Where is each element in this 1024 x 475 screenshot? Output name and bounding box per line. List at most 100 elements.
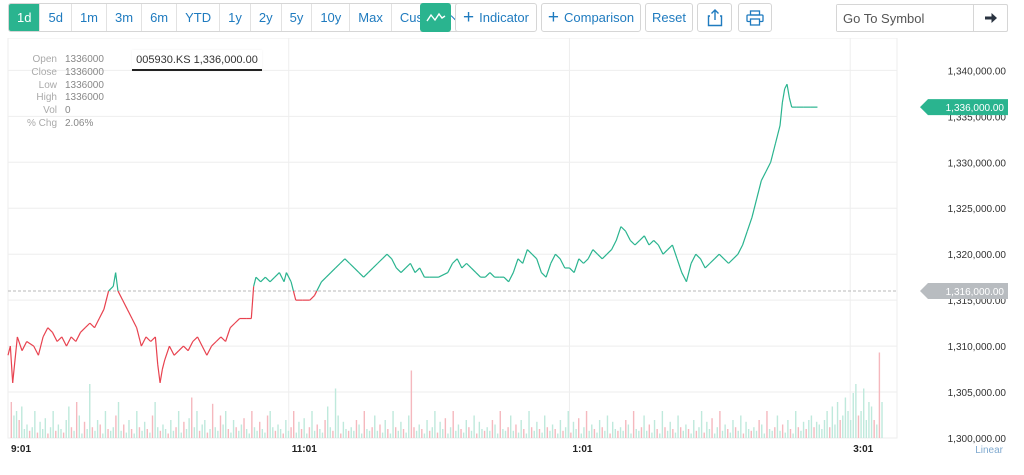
volume-bar xyxy=(852,393,854,438)
comparison-button[interactable]: + Comparison xyxy=(541,3,641,32)
volume-bar xyxy=(465,420,467,438)
volume-bar xyxy=(627,424,630,438)
range-max-button[interactable]: Max xyxy=(350,4,392,31)
volume-bar xyxy=(316,424,318,438)
volume-bar xyxy=(321,432,324,438)
range-5d-button[interactable]: 5d xyxy=(40,4,72,31)
volume-bar xyxy=(781,424,784,438)
volume-bar xyxy=(808,420,810,438)
volume-bar xyxy=(217,430,219,438)
volume-bar xyxy=(248,433,250,438)
volume-bar xyxy=(415,430,418,438)
price-chart-canvas[interactable]: 1,340,000.00 1,335,000.00 1,330,000.00 1,32… xyxy=(0,37,1024,475)
price-chart[interactable]: 1,340,000.00 1,335,000.00 1,330,000.00 1,32… xyxy=(0,37,1024,475)
volume-bar xyxy=(170,420,172,438)
volume-bar xyxy=(444,418,447,438)
volume-bar xyxy=(227,429,230,438)
volume-bar xyxy=(604,430,606,438)
volume-bar xyxy=(125,432,128,438)
volume-bar xyxy=(253,427,256,438)
volume-bar xyxy=(512,430,515,438)
volume-bar xyxy=(653,420,656,438)
chart-type-button[interactable] xyxy=(420,3,451,32)
indicator-label: Indicator xyxy=(479,10,529,25)
share-button[interactable] xyxy=(697,3,732,32)
volume-bar xyxy=(214,427,216,438)
volume-bar xyxy=(196,411,198,438)
price-segment xyxy=(606,249,613,255)
price-segment xyxy=(531,253,538,260)
goto-symbol-submit[interactable] xyxy=(973,5,1007,31)
range-3m-button[interactable]: 3m xyxy=(107,4,143,31)
price-segment xyxy=(140,336,147,347)
range-1d-button[interactable]: 1d xyxy=(9,4,41,31)
volume-bar xyxy=(596,432,598,438)
volume-bar xyxy=(614,429,617,438)
volume-bar xyxy=(787,420,789,438)
percent-change-value: 2.06% xyxy=(65,117,94,129)
volume-bar xyxy=(219,415,222,438)
print-button[interactable] xyxy=(738,3,772,32)
range-6m-button[interactable]: 6m xyxy=(142,4,178,31)
price-segment xyxy=(84,322,91,329)
low-label: Low xyxy=(38,79,57,91)
price-segment xyxy=(526,249,533,255)
price-segment xyxy=(211,341,217,347)
volume-bar xyxy=(130,429,133,438)
price-segment xyxy=(489,272,496,278)
volume-bar xyxy=(313,430,316,438)
volume-bar xyxy=(355,420,358,438)
volume-bar xyxy=(141,430,143,438)
price-segment xyxy=(61,336,68,347)
volume-bar xyxy=(713,433,716,438)
volume-bar xyxy=(727,429,729,438)
price-segment xyxy=(131,318,138,328)
range-10y-button[interactable]: 10y xyxy=(312,4,351,31)
volume-bar xyxy=(18,420,20,438)
reset-button[interactable]: Reset xyxy=(645,3,693,32)
volume-bar xyxy=(570,432,572,438)
volume-bar xyxy=(34,411,36,438)
volume-bar xyxy=(104,411,107,438)
volume-bar xyxy=(860,411,862,438)
volume-bar xyxy=(797,427,800,438)
range-2y-button[interactable]: 2y xyxy=(251,4,282,31)
volume-bar xyxy=(439,421,441,438)
volume-bar xyxy=(685,424,687,438)
y-tick-label: 1,305,000.00 xyxy=(948,388,1007,399)
price-segment xyxy=(395,267,402,273)
volume-bar xyxy=(779,430,781,438)
price-segment xyxy=(215,336,222,342)
volume-bar xyxy=(225,411,227,438)
volume-bar xyxy=(128,420,130,438)
volume-bar xyxy=(300,429,303,438)
volume-bar xyxy=(232,420,235,438)
volume-bar xyxy=(719,411,721,438)
volume-bar xyxy=(57,424,60,438)
volume-bar xyxy=(52,411,54,438)
range-ytd-button[interactable]: YTD xyxy=(177,4,221,31)
y-tick-label: 1,335,000.00 xyxy=(948,112,1007,123)
range-5y-button[interactable]: 5y xyxy=(282,4,313,31)
price-segment xyxy=(26,340,35,347)
range-1y-button[interactable]: 1y xyxy=(220,4,251,31)
y-tick-label: 1,330,000.00 xyxy=(948,158,1007,169)
range-1m-button[interactable]: 1m xyxy=(72,4,107,31)
price-segment xyxy=(643,235,650,246)
goto-symbol-input[interactable] xyxy=(837,5,973,31)
close-label: Close xyxy=(31,66,57,78)
price-segment xyxy=(409,263,416,273)
indicator-button[interactable]: + Indicator xyxy=(455,3,537,32)
price-segment xyxy=(161,359,166,370)
volume-bar xyxy=(564,427,567,438)
volume-bar xyxy=(31,427,33,438)
volume-bar xyxy=(774,427,776,438)
volume-bar xyxy=(687,429,690,438)
price-segment xyxy=(349,262,355,269)
volume-bar xyxy=(449,427,452,438)
printer-icon xyxy=(746,9,764,26)
volume-bar xyxy=(68,406,70,438)
price-segment xyxy=(419,267,425,278)
volume-bar xyxy=(198,430,201,438)
last-price-tag-shape xyxy=(920,99,1008,116)
